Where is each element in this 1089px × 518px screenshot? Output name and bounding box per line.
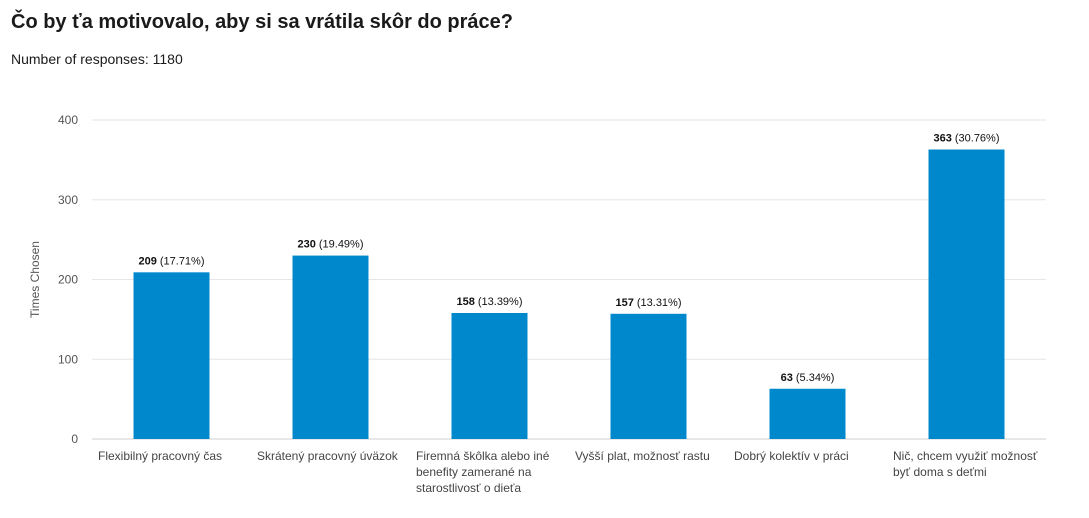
bar: [292, 255, 369, 439]
y-tick-label: 100: [58, 352, 78, 366]
y-tick-label: 400: [58, 113, 78, 127]
data-label-value: 363: [934, 133, 952, 145]
chart-title: Čo by ťa motivovalo, aby si sa vrátila s…: [11, 11, 513, 33]
bar: [928, 149, 1005, 439]
data-label-value: 63: [781, 372, 793, 384]
bar: [451, 312, 528, 439]
data-label-value: 230: [298, 239, 316, 251]
y-tick-label: 200: [58, 273, 78, 287]
bar: [610, 313, 687, 439]
category-label-line: starostlivosť o dieťa: [416, 481, 521, 495]
category-label: Nič, chcem využiť možnosť byť doma s deťm…: [893, 449, 1038, 479]
y-axis-label: Times Chosen: [28, 241, 42, 318]
category-label: Flexibilný pracovný čas: [98, 449, 222, 463]
data-label-value: 209: [139, 255, 157, 267]
data-label: 230 (19.49%): [298, 239, 364, 251]
bar: [769, 388, 846, 439]
category-label-line: Flexibilný pracovný čas: [98, 449, 222, 463]
category-label: Dobrý kolektív v práci: [734, 449, 849, 463]
category-label: Firemná škôlka alebo iné benefity zameran…: [416, 449, 550, 495]
data-label-percent: (17.71%): [160, 255, 205, 267]
bar: [133, 272, 210, 439]
category-label-line: Vyšší plat, možnosť rastu: [575, 449, 710, 463]
category-label: Vyšší plat, možnosť rastu: [575, 449, 710, 463]
data-label: 363 (30.76%): [934, 133, 1000, 145]
data-label-percent: (13.39%): [478, 296, 523, 308]
category-label-line: Dobrý kolektív v práci: [734, 449, 849, 463]
data-label: 209 (17.71%): [139, 255, 205, 267]
data-label-value: 158: [457, 296, 475, 308]
y-tick-label: 0: [71, 432, 78, 446]
response-count: Number of responses: 1180: [11, 51, 183, 67]
category-label-line: Nič, chcem využiť možnosť: [893, 449, 1038, 463]
data-label-percent: (5.34%): [796, 372, 835, 384]
data-label: 157 (13.31%): [616, 297, 682, 309]
data-label: 158 (13.39%): [457, 296, 523, 308]
category-label: Skrátený pracovný úväzok: [257, 449, 399, 463]
category-label-line: Firemná škôlka alebo iné: [416, 449, 550, 463]
category-label-line: benefity zamerané na: [416, 465, 532, 479]
category-label-line: Skrátený pracovný úväzok: [257, 449, 399, 463]
data-label-value: 157: [616, 297, 634, 309]
y-tick-label: 300: [58, 193, 78, 207]
data-label-percent: (19.49%): [319, 239, 364, 251]
data-label-percent: (30.76%): [955, 133, 1000, 145]
data-label-percent: (13.31%): [637, 297, 682, 309]
data-label: 63 (5.34%): [781, 372, 835, 384]
category-label-line: byť doma s deťmi: [893, 465, 987, 479]
